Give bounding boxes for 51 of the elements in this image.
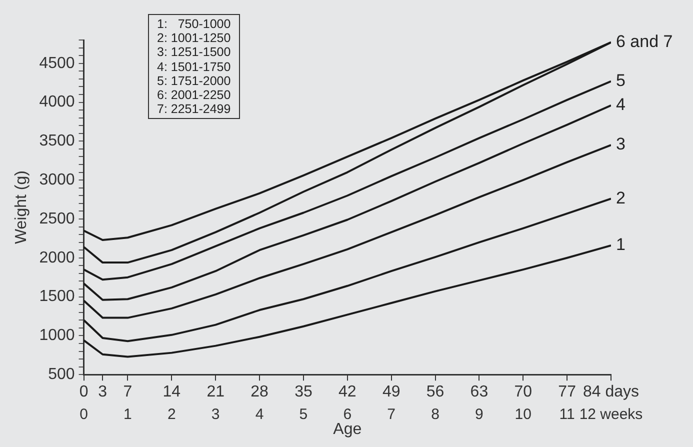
series-label: 4 (616, 95, 626, 114)
x-tick-label: 42 (338, 384, 356, 401)
x2-tick-label: 12 weeks (579, 406, 643, 423)
x2-tick-label: 3 (211, 406, 220, 423)
x2-tick-label: 0 (80, 406, 88, 423)
x2-tick-label: 5 (299, 406, 308, 423)
y-tick-label: 1500 (39, 288, 75, 306)
annotation: 2: 1001-1250 (157, 31, 231, 46)
y-tick-label: 3000 (39, 171, 75, 188)
x-tick-label: 7 (123, 384, 132, 401)
annotation: 5: 1751-2000 (157, 74, 231, 88)
x2-tick-label: 9 (475, 406, 484, 423)
y-tick-label: 4000 (39, 94, 75, 111)
y-tick-label: 1000 (39, 327, 75, 344)
y-tick-label: 2000 (39, 249, 75, 266)
annotation: 4: 1501-1750 (157, 60, 231, 74)
x2-tick-label: 11 (559, 406, 575, 423)
annotation: 6: 2001-2250 (157, 88, 231, 102)
annotation: 6 and 7 (616, 32, 673, 52)
x-tick-label: 21 (206, 384, 225, 401)
series-label: 2 (616, 188, 626, 208)
x-tick-label: 14 (162, 384, 181, 401)
y-tick-label: 4500 (39, 54, 75, 72)
x2-tick-label: 4 (255, 406, 264, 423)
x-tick-label: 49 (382, 384, 400, 401)
y-tick-label: 3500 (39, 132, 75, 150)
x-tick-label: 0 (79, 384, 88, 401)
x-tick-label: 3 (98, 384, 108, 401)
x2-tick-label: 2 (167, 406, 176, 423)
annotation: 7: 2251-2499 (157, 102, 231, 116)
y-tick-label: 500 (48, 366, 75, 384)
x2-tick-label: 8 (431, 406, 440, 423)
x-tick-label: 56 (426, 384, 444, 401)
x-tick-label: 28 (250, 384, 269, 401)
annotation: 3: 1251-1500 (157, 45, 231, 60)
x-tick-label: 84 days (582, 384, 640, 401)
x2-tick-label: 6 (343, 406, 352, 423)
series-label: 1 (616, 235, 626, 254)
text: 1: 750-1000 (157, 17, 231, 32)
x-tick-label: 77 (558, 384, 576, 401)
x-axis-title: Age (333, 420, 362, 438)
series-label: 5 (616, 70, 626, 90)
x2-tick-label: 1 (124, 406, 132, 423)
x2-tick-label: 7 (387, 406, 396, 423)
y-tick-label: 2500 (39, 210, 75, 228)
x-tick-label: 63 (470, 384, 488, 401)
x-tick-label: 35 (294, 384, 312, 401)
x-tick-label: 70 (514, 384, 532, 401)
x2-tick-label: 10 (514, 406, 532, 423)
series-label: 3 (616, 134, 626, 154)
y-axis-title: Weight (g) (13, 170, 30, 244)
